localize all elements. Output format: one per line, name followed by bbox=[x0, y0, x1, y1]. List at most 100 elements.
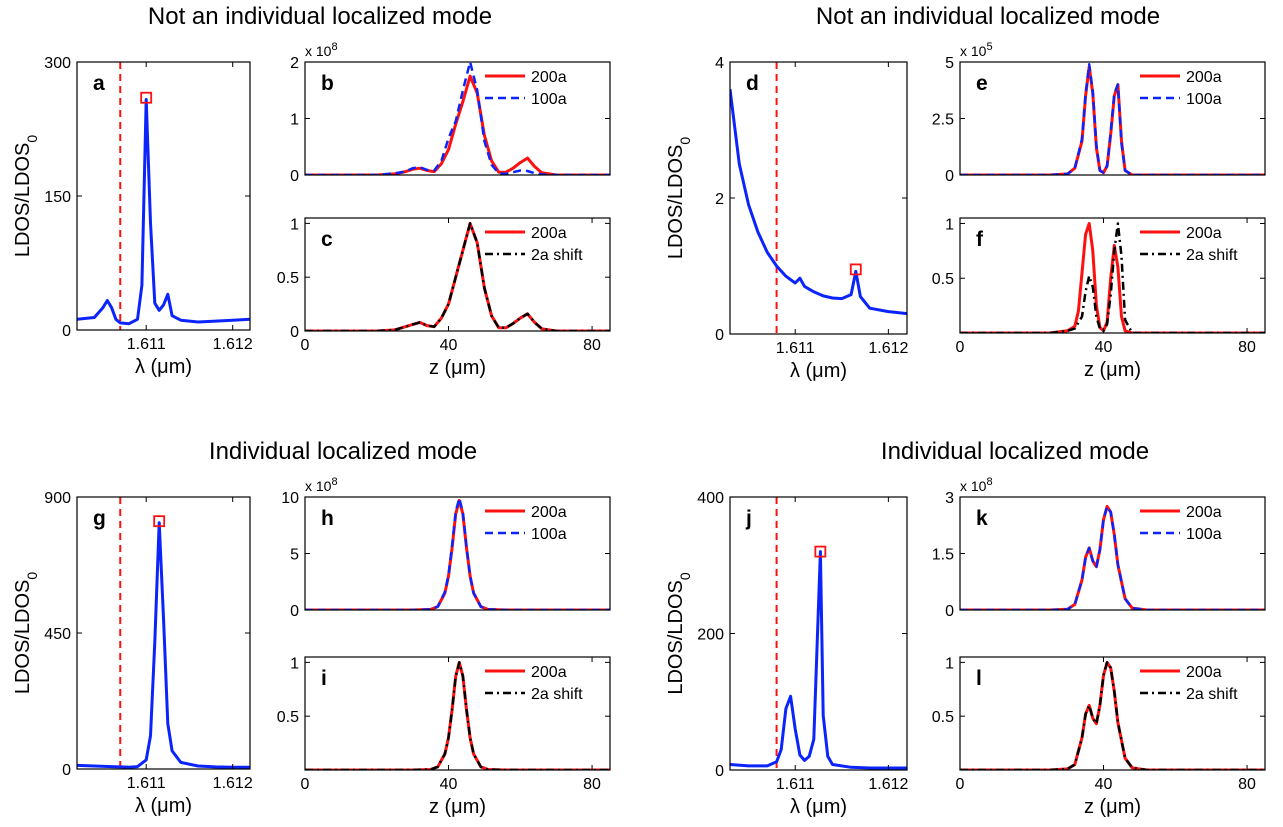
group-title-bottom-left: Individual localized mode bbox=[209, 438, 477, 465]
xtick-label-f-2: 80 bbox=[1238, 339, 1256, 356]
legend-label-c-0: 200a bbox=[531, 225, 567, 242]
ytick-label-e-1: 2.5 bbox=[932, 112, 954, 129]
xtick-label-a-0: 1.611 bbox=[127, 336, 166, 353]
series-line-b-1 bbox=[305, 62, 610, 175]
peak-marker-g bbox=[153, 515, 166, 528]
series-group-a bbox=[77, 62, 250, 330]
group-title-bottom-right: Individual localized mode bbox=[881, 438, 1149, 465]
ytick-label-i-1: 1 bbox=[290, 655, 299, 672]
scale-factor-b: x 108 bbox=[305, 41, 338, 59]
xtick-label-i-0: 0 bbox=[301, 776, 310, 793]
legend-label-b-0: 200a bbox=[531, 69, 567, 86]
y-axis-label-subscript: 0 bbox=[24, 135, 40, 143]
ytick-label-g-1: 450 bbox=[44, 626, 71, 643]
axes-frame-i bbox=[304, 656, 611, 771]
xtick-label-d-1: 1.612 bbox=[868, 340, 908, 357]
series-line-i-1 bbox=[305, 661, 610, 770]
panel-i: 0.5 1 0 40 80 z (μm) i 200a 2a shift bbox=[277, 655, 611, 818]
scale-factor-base: x 10 bbox=[305, 43, 332, 59]
panel-letter-e: e bbox=[976, 72, 988, 95]
legend-label-f-1: 2a shift bbox=[1186, 247, 1238, 264]
x-axis-label-i: z (μm) bbox=[429, 796, 486, 818]
panel-letter-g: g bbox=[93, 507, 106, 530]
series-group-j bbox=[730, 497, 907, 770]
series-line-l-0 bbox=[960, 660, 1265, 770]
legend-l: 200a 2a shift bbox=[1140, 664, 1238, 703]
series-group-d bbox=[730, 62, 907, 334]
series-line-e-1 bbox=[960, 63, 1265, 175]
ytick-label-l-0: 0.5 bbox=[932, 709, 954, 726]
xtick-label-c-0: 0 bbox=[301, 337, 310, 354]
ytick-label-h-2: 10 bbox=[281, 490, 299, 507]
xtick-label-j-0: 1.611 bbox=[776, 776, 815, 793]
series-line-f-1 bbox=[960, 222, 1265, 333]
xtick-label-i-1: 40 bbox=[440, 776, 458, 793]
ytick-label-e-0: 0 bbox=[945, 168, 954, 185]
legend-label-i-0: 200a bbox=[531, 664, 567, 681]
panel-k: 0 1.5 3 x 108 k 200a 100a bbox=[932, 476, 1266, 620]
scale-factor-exponent: 8 bbox=[331, 476, 337, 488]
x-axis-label-l: z (μm) bbox=[1084, 796, 1141, 818]
panel-h: 0 5 10 x 108 h 200a 100a bbox=[281, 476, 611, 620]
ytick-label-k-0: 0 bbox=[945, 603, 954, 620]
ytick-label-l-1: 1 bbox=[945, 655, 954, 672]
series-group-g bbox=[77, 497, 250, 769]
legend-h: 200a 100a bbox=[485, 504, 567, 543]
x-axis-label-f: z (μm) bbox=[1084, 359, 1141, 381]
series-line-h-1 bbox=[305, 497, 610, 610]
legend-label-l-0: 200a bbox=[1186, 664, 1222, 681]
ytick-label-e-2: 5 bbox=[945, 55, 954, 72]
series-line-c-1 bbox=[305, 222, 610, 331]
legend-e: 200a 100a bbox=[1140, 69, 1222, 108]
legend-c: 200a 2a shift bbox=[485, 225, 583, 264]
scale-factor-base: x 10 bbox=[305, 478, 332, 494]
y-axis-label-main: LDOS/LDOS bbox=[665, 580, 687, 694]
ytick-label-j-2: 400 bbox=[697, 490, 724, 507]
panel-letter-a: a bbox=[93, 72, 105, 95]
legend-f: 200a 2a shift bbox=[1140, 225, 1238, 264]
scale-factor-h: x 108 bbox=[305, 476, 338, 494]
series-line-g-0 bbox=[77, 521, 250, 769]
ytick-label-b-1: 1 bbox=[290, 112, 299, 129]
ytick-label-a-0: 0 bbox=[62, 323, 71, 340]
series-group-k bbox=[960, 504, 1265, 610]
ytick-label-c-2: 1 bbox=[290, 216, 299, 233]
ytick-label-b-2: 2 bbox=[290, 55, 299, 72]
legend-label-c-1: 2a shift bbox=[531, 247, 583, 264]
panel-letter-h: h bbox=[321, 507, 334, 530]
y-axis-label-subscript: 0 bbox=[677, 137, 693, 145]
xtick-label-l-2: 80 bbox=[1238, 776, 1256, 793]
panel-l: 0.5 1 0 40 80 z (μm) l 200a 2a shift bbox=[932, 655, 1266, 818]
x-axis-label-j: λ (μm) bbox=[790, 796, 847, 818]
series-group-l bbox=[960, 660, 1265, 770]
xtick-label-i-2: 80 bbox=[583, 776, 601, 793]
scale-factor-k: x 108 bbox=[960, 476, 993, 494]
xtick-label-f-0: 0 bbox=[956, 339, 965, 356]
scale-factor-exponent: 5 bbox=[986, 41, 992, 53]
legend-label-i-1: 2a shift bbox=[531, 686, 583, 703]
ytick-label-c-1: 0.5 bbox=[277, 270, 299, 287]
panel-c: 0 0.5 1 0 40 80 z (μm) c 200a 2a shift bbox=[277, 216, 611, 379]
ytick-label-b-0: 0 bbox=[290, 168, 299, 185]
legend-label-h-1: 100a bbox=[531, 526, 567, 543]
ytick-label-f-0: 0.5 bbox=[932, 271, 954, 288]
xtick-label-c-2: 80 bbox=[583, 337, 601, 354]
series-line-f-0 bbox=[960, 222, 1265, 333]
series-group-b bbox=[305, 62, 610, 175]
series-group-i bbox=[305, 660, 610, 770]
series-group-h bbox=[305, 497, 610, 610]
panel-letter-d: d bbox=[746, 72, 759, 95]
scale-factor-exponent: 8 bbox=[331, 41, 337, 53]
legend-i: 200a 2a shift bbox=[485, 664, 583, 703]
ytick-label-k-1: 1.5 bbox=[932, 547, 954, 564]
series-group-f bbox=[960, 222, 1265, 333]
y-axis-label-subscript: 0 bbox=[677, 572, 693, 580]
legend-label-l-1: 2a shift bbox=[1186, 686, 1238, 703]
y-axis-label-a: LDOS/LDOS0 bbox=[12, 135, 40, 257]
panel-letter-j: j bbox=[745, 507, 752, 530]
xtick-label-g-0: 1.611 bbox=[127, 775, 166, 792]
y-axis-label-d: LDOS/LDOS0 bbox=[665, 137, 693, 259]
